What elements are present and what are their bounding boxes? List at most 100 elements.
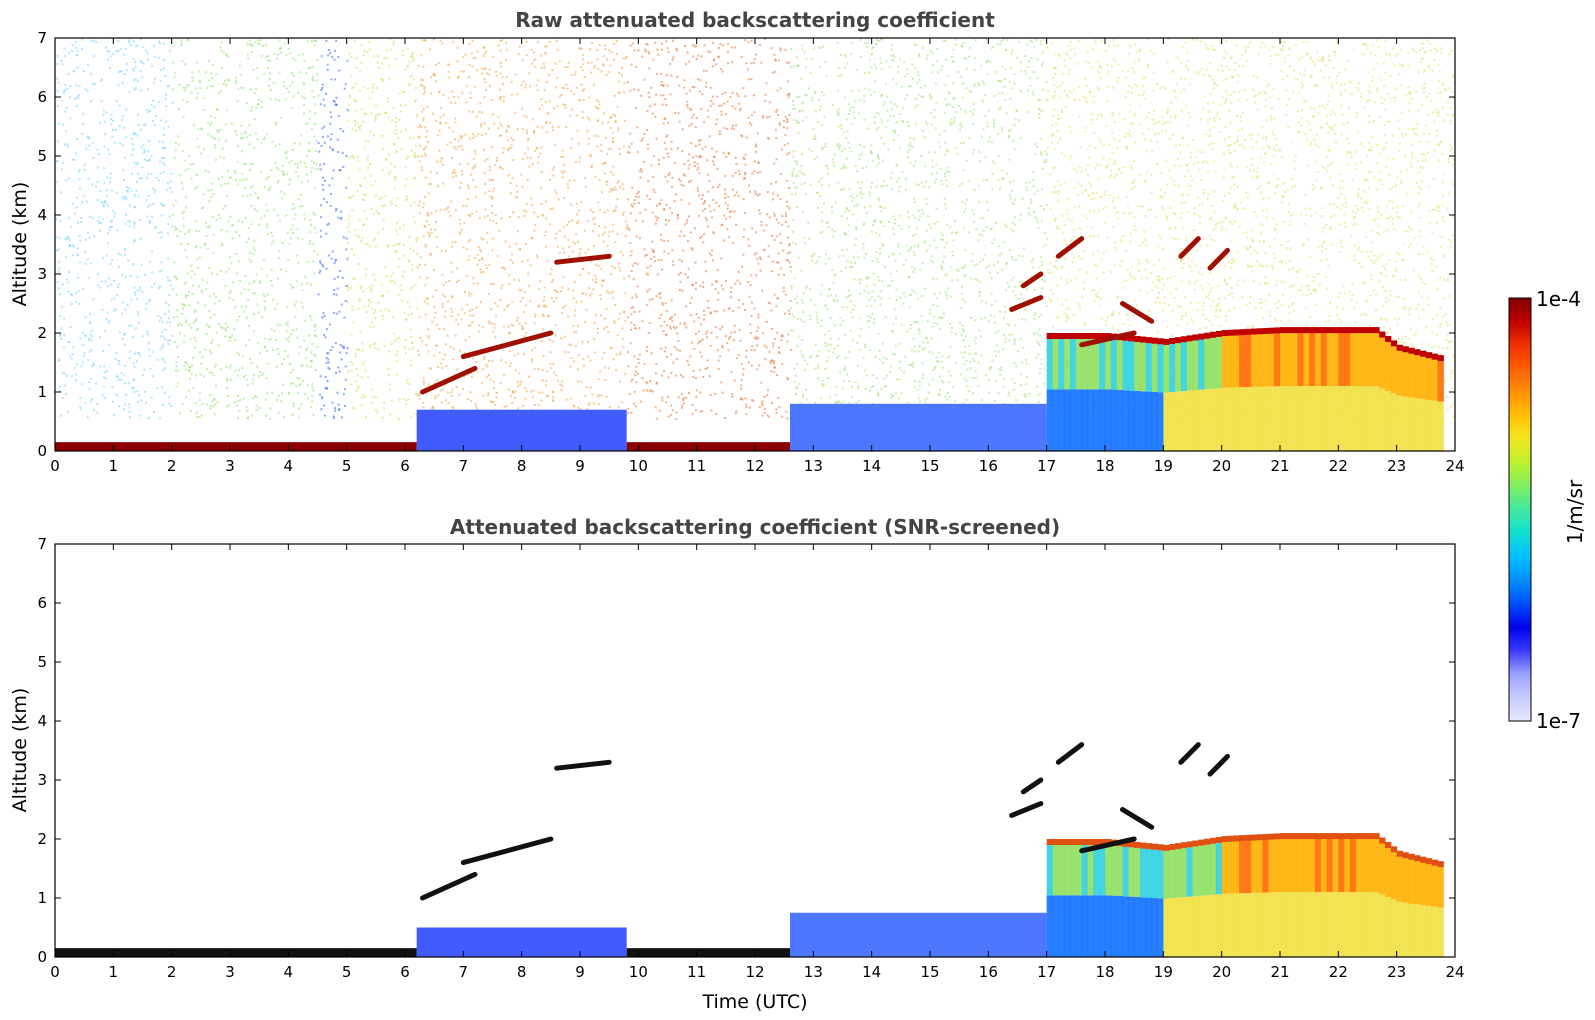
colorbar-scale: [1508, 297, 1532, 722]
x-tick-label: 12: [745, 963, 764, 981]
surface-layer: [626, 442, 790, 451]
cloud-segment: [1079, 836, 1137, 854]
x-tick-label: 5: [342, 457, 352, 475]
x-tick-label: 2: [167, 457, 177, 475]
y-tick-label: 4: [37, 712, 47, 730]
x-tick-label: 11: [687, 963, 706, 981]
cloud-segment: [1009, 801, 1044, 818]
x-tick-label: 15: [920, 963, 939, 981]
y-axis-ticks: 0 1 2 3 4 5 6 7: [37, 535, 1455, 966]
y-tick-label: 6: [37, 88, 47, 106]
colorbar-max-label: 1e-4: [1536, 287, 1581, 311]
cloud-segment: [1009, 295, 1044, 312]
noise-region: [317, 39, 349, 419]
boundary-layer: [416, 409, 627, 451]
cloud-segment: [420, 871, 478, 901]
x-tick-label: 13: [804, 963, 823, 981]
x-tick-label: 8: [517, 457, 527, 475]
cloud-segment: [1207, 753, 1230, 777]
raw-backscatter-panel: Raw attenuated backscattering coefficien…: [9, 8, 1465, 475]
x-tick-label: 1: [109, 963, 119, 981]
noise-region: [171, 38, 320, 420]
noise-region: [790, 38, 1049, 420]
x-tick-label: 19: [1154, 963, 1173, 981]
cloud-segment: [1178, 236, 1201, 259]
x-tick-label: 6: [400, 457, 410, 475]
x-tick-label: 12: [745, 457, 764, 475]
x-tick-label: 21: [1270, 963, 1289, 981]
x-tick-label: 3: [225, 963, 235, 981]
x-tick-label: 23: [1387, 457, 1406, 475]
y-axis-ticks: 0 1 2 3 4 5 6 7: [37, 29, 1455, 460]
y-tick-label: 0: [37, 442, 47, 460]
x-tick-label: 24: [1445, 963, 1464, 981]
cloud-layers: [420, 236, 1230, 395]
surface-layer: [55, 948, 417, 957]
x-tick-label: 22: [1329, 963, 1348, 981]
noise-region: [416, 38, 629, 420]
cloud-segment: [460, 836, 554, 866]
x-tick-label: 20: [1212, 457, 1231, 475]
x-tick-label: 22: [1329, 457, 1348, 475]
x-tick-label: 16: [979, 963, 998, 981]
cloud-segment: [460, 330, 554, 360]
cloud-segment: [554, 253, 612, 265]
x-tick-label: 14: [862, 963, 881, 981]
x-axis-ticks: 0 1 2 3 4 5 6 7 8 9 10 11 12 13 14 15 16 17 18 19 20 21 22 23 24: [50, 38, 1465, 475]
x-tick-label: 17: [1037, 457, 1056, 475]
x-axis-ticks: 0 1 2 3 4 5 6 7 8 9 10 11 12 13 14 15 16 17 18 19 20 21 22 23 24: [50, 544, 1465, 981]
colorbar-min-label: 1e-7: [1536, 709, 1581, 733]
x-tick-label: 7: [459, 457, 469, 475]
x-tick-label: 21: [1270, 457, 1289, 475]
y-axis-label: Altitude (km): [9, 182, 31, 307]
x-tick-label: 5: [342, 963, 352, 981]
x-tick-label: 9: [575, 963, 585, 981]
x-tick-label: 4: [284, 457, 294, 475]
y-tick-label: 3: [37, 265, 47, 283]
x-tick-label: 15: [920, 457, 939, 475]
x-tick-label: 13: [804, 457, 823, 475]
cloud-segment: [1178, 742, 1201, 765]
colorbar-unit-label: 1/m/sr: [1563, 479, 1587, 544]
snr-screened-panel: Attenuated backscattering coefficient (S…: [9, 515, 1465, 1013]
y-axis-label: Altitude (km): [9, 688, 31, 813]
x-tick-label: 10: [629, 963, 648, 981]
y-tick-label: 1: [37, 383, 47, 401]
x-tick-label: 2: [167, 963, 177, 981]
cloud-segment: [1079, 330, 1137, 348]
surface-layer: [626, 948, 790, 957]
x-tick-label: 7: [459, 963, 469, 981]
x-axis-label: Time (UTC): [701, 991, 807, 1013]
noise-region: [55, 38, 174, 420]
y-tick-label: 5: [37, 147, 47, 165]
x-tick-label: 10: [629, 457, 648, 475]
cloud-segment: [554, 759, 612, 771]
x-tick-label: 0: [50, 457, 60, 475]
heatmap-area: [55, 38, 1455, 451]
noise-region: [346, 38, 419, 420]
x-tick-label: 8: [517, 963, 527, 981]
panel-title: Attenuated backscattering coefficient (S…: [450, 515, 1060, 539]
x-tick-label: 17: [1037, 963, 1056, 981]
cloud-segment: [420, 365, 478, 395]
boundary-layer: [790, 912, 1047, 957]
y-tick-label: 3: [37, 771, 47, 789]
dense-aerosol-region: [1046, 833, 1444, 957]
y-tick-label: 5: [37, 653, 47, 671]
surface-layer: [55, 442, 417, 451]
y-tick-label: 6: [37, 594, 47, 612]
y-tick-label: 0: [37, 948, 47, 966]
colorbar: 1e-4 1e-7 1/m/sr: [1508, 287, 1587, 733]
x-tick-label: 24: [1445, 457, 1464, 475]
cloud-segment: [1055, 236, 1085, 259]
x-tick-label: 9: [575, 457, 585, 475]
y-tick-label: 7: [37, 535, 47, 553]
x-tick-label: 20: [1212, 963, 1231, 981]
x-tick-label: 19: [1154, 457, 1173, 475]
cloud-segment: [1120, 301, 1155, 324]
cloud-segment: [1120, 807, 1155, 830]
x-tick-label: 4: [284, 963, 294, 981]
noise-region: [626, 38, 792, 420]
panel-title: Raw attenuated backscattering coefficien…: [515, 8, 995, 32]
